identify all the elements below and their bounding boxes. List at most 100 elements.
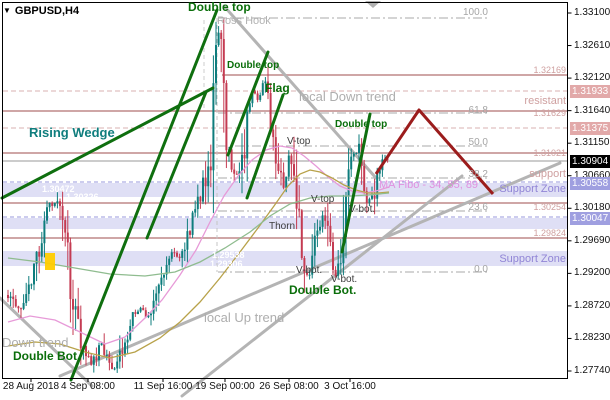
moving-average-2	[7, 169, 390, 359]
candle-body	[144, 310, 147, 318]
green-pattern-line-5	[340, 112, 372, 254]
candle-body	[290, 155, 293, 165]
candle-body	[48, 203, 51, 208]
candle-body	[40, 243, 43, 257]
candle-body	[61, 205, 64, 221]
candle-body	[79, 318, 82, 349]
candle-body	[46, 207, 48, 221]
candle-body	[339, 263, 342, 265]
candle-body	[282, 172, 285, 188]
candle-body	[337, 263, 340, 276]
candle-body	[186, 231, 189, 250]
candle-body	[66, 232, 69, 243]
candle-body	[308, 274, 311, 276]
support-zone-band	[3, 251, 567, 266]
candle-body	[311, 255, 314, 275]
candle-body	[295, 175, 298, 209]
candle-body	[12, 296, 15, 300]
candle-body	[212, 83, 215, 171]
candle-body	[163, 274, 165, 278]
candle-body	[371, 195, 373, 199]
candle-body	[134, 312, 137, 314]
candle-body	[376, 173, 379, 199]
candle-body	[207, 166, 210, 187]
candle-body	[168, 258, 171, 265]
candle-body	[183, 249, 186, 252]
candle-body	[30, 284, 33, 286]
candle-body	[319, 226, 321, 231]
candle-body	[199, 196, 202, 202]
candle-body	[246, 111, 249, 159]
candle-body	[347, 169, 350, 196]
candle-body	[108, 354, 111, 363]
green-pattern-line-1	[69, 8, 219, 382]
candle-body	[121, 350, 124, 354]
candle-body	[137, 311, 139, 314]
forecast-arrow	[374, 108, 495, 195]
candle-body	[280, 170, 282, 173]
candle-body	[194, 209, 197, 213]
candle-body	[124, 342, 126, 354]
moving-average-1	[7, 145, 390, 345]
candle-body	[165, 264, 168, 275]
candle-body	[181, 251, 184, 258]
candle-body	[241, 154, 243, 172]
candle-body	[233, 169, 236, 174]
candle-body	[264, 81, 267, 84]
candle-body	[160, 277, 163, 285]
candle-body	[189, 231, 191, 235]
candle-body	[254, 91, 256, 94]
symbol-text: GBPUSD,H4	[14, 5, 80, 17]
candle-body	[365, 191, 368, 203]
candle-body	[51, 203, 54, 206]
moving-average-3	[7, 192, 390, 277]
candle-body	[85, 345, 87, 357]
candle-body	[191, 212, 194, 235]
candle-body	[92, 356, 95, 365]
candle-body	[9, 296, 12, 299]
candle-body	[14, 299, 17, 307]
candle-body	[215, 45, 217, 84]
candle-body	[170, 252, 173, 259]
candle-body	[53, 202, 56, 206]
candle-body	[287, 155, 290, 177]
candle-body	[363, 165, 366, 192]
candle-body	[248, 103, 251, 112]
candle-body	[126, 339, 129, 343]
candle-body	[243, 154, 246, 159]
candle-body	[103, 343, 106, 355]
candle-body	[272, 129, 275, 138]
candle-body	[345, 195, 347, 238]
candle-body	[22, 302, 25, 309]
candle-body	[334, 269, 337, 276]
candle-body	[321, 215, 324, 227]
candle-body	[43, 220, 46, 244]
candle-body	[95, 356, 98, 361]
candle-body	[293, 164, 295, 176]
candle-body	[147, 315, 150, 318]
candle-body	[38, 251, 41, 257]
gray-trendline-3	[0, 296, 94, 388]
candle-body	[300, 210, 303, 259]
gray-trendline-2	[58, 161, 562, 378]
candle-body	[220, 32, 223, 40]
candle-body	[69, 242, 72, 300]
candle-body	[25, 294, 28, 303]
candle-body	[17, 306, 20, 309]
candle-body	[116, 361, 119, 369]
candle-body	[77, 306, 80, 319]
candle-body	[105, 354, 108, 356]
candle-body	[90, 356, 93, 365]
candle-body	[64, 220, 67, 233]
candle-body	[230, 149, 233, 170]
dropdown-arrow-icon: ▼	[3, 6, 11, 15]
candle-body	[259, 95, 262, 100]
candle-body	[35, 251, 38, 264]
candle-body	[373, 195, 376, 199]
candle-body	[261, 83, 264, 96]
candle-body	[100, 343, 103, 346]
candle-body	[332, 242, 334, 270]
candle-body	[173, 252, 176, 254]
